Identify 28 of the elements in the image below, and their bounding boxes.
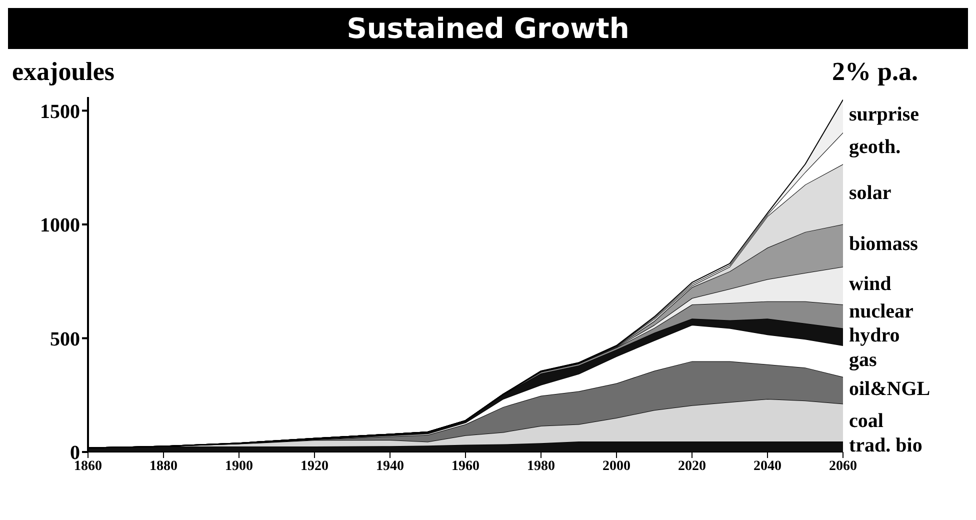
series-label: gas	[849, 348, 877, 371]
series-label: oil&NGL	[849, 378, 930, 400]
series-label: surprise	[849, 104, 920, 126]
series-label: solar	[849, 182, 892, 204]
chart-subtitle: 2% p.a.	[832, 57, 918, 87]
x-tick-label: 2020	[678, 458, 706, 474]
x-tick-label: 1920	[300, 458, 328, 474]
x-tick-label: 1980	[527, 458, 555, 474]
x-tick-label: 2040	[754, 458, 782, 474]
chart-title: Sustained Growth	[8, 8, 968, 49]
x-tick-label: 1900	[225, 458, 253, 474]
x-tick-label: 1860	[74, 458, 102, 474]
x-tick-label: 1960	[452, 458, 480, 474]
y-tick-label: 1500	[40, 100, 80, 123]
x-tick-label: 1940	[376, 458, 404, 474]
series-label: geoth.	[849, 136, 901, 158]
y-axis-title: exajoules	[12, 57, 115, 87]
x-tick-label: 1880	[150, 458, 178, 474]
x-tick-label: 2000	[602, 458, 630, 474]
series-label: coal	[849, 410, 884, 432]
series-label: wind	[849, 273, 892, 296]
series-label: hydro	[849, 324, 900, 346]
series-label: nuclear	[849, 300, 914, 322]
series-label: trad. bio	[849, 434, 922, 456]
series-label: biomass	[849, 233, 918, 256]
y-tick-label: 500	[50, 328, 80, 350]
y-tick-label: 1000	[40, 214, 80, 237]
x-tick-label: 2060	[829, 458, 857, 474]
